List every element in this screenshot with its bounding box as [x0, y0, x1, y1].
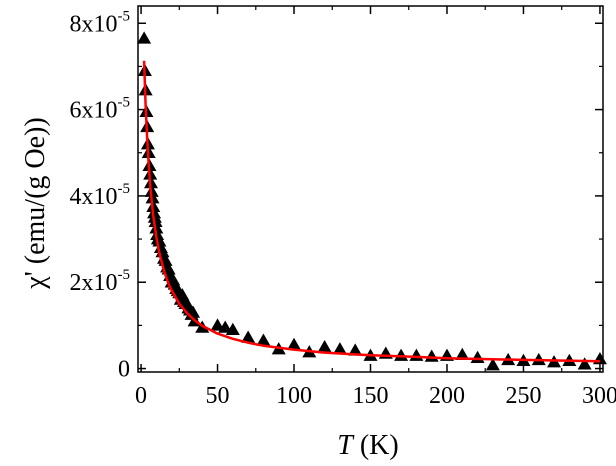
- data-point: [455, 347, 470, 360]
- x-tick-label: 200: [429, 383, 465, 409]
- data-point: [241, 330, 256, 343]
- y-axis-title: χ' (emu/(g Oe)): [20, 117, 51, 289]
- x-tick-label: 300: [582, 383, 616, 409]
- data-point: [577, 357, 592, 370]
- data-point: [175, 288, 190, 301]
- x-axis-title: T (K): [337, 430, 398, 461]
- y-tick-label: 4x10-5: [70, 181, 131, 210]
- data-point: [256, 333, 271, 346]
- x-tick-label: 150: [353, 383, 389, 409]
- x-axis-ticks: 0 50 100 150 200 250 300: [135, 6, 616, 409]
- fit-line: [142, 60, 600, 363]
- x-axis-title-var: T: [337, 430, 355, 461]
- data-point: [592, 352, 607, 365]
- x-tick-label: 100: [276, 383, 312, 409]
- data-point: [225, 322, 240, 335]
- data-point: [210, 318, 225, 331]
- data-point: [485, 358, 500, 371]
- x-axis-title-unit: (K): [353, 430, 399, 461]
- x-tick-label: 250: [505, 383, 541, 409]
- data-point: [152, 234, 167, 247]
- fit-line-group: [142, 60, 600, 363]
- data-point: [287, 337, 302, 351]
- data-point: [332, 342, 347, 355]
- x-tick-label: 50: [206, 383, 230, 409]
- data-point: [149, 221, 164, 234]
- data-point: [394, 348, 409, 361]
- data-point: [317, 339, 332, 353]
- plot-frame: [137, 5, 604, 373]
- data-point: [218, 320, 233, 333]
- data-point: [424, 349, 439, 362]
- plot-border: [137, 5, 604, 373]
- y-tick-label: 6x10-5: [70, 95, 131, 124]
- y-tick-label: 0: [118, 357, 130, 383]
- x-tick-label: 0: [135, 383, 147, 409]
- data-point: [470, 350, 485, 364]
- data-point: [409, 348, 424, 361]
- y-tick-label: 8x10-5: [70, 8, 131, 37]
- y-tick-label: 2x10-5: [70, 267, 131, 296]
- data-markers: [137, 31, 607, 371]
- data-point: [148, 214, 163, 228]
- y-axis-ticks: 0 2x10-5 4x10-5 6x10-5 8x10-5: [70, 8, 603, 383]
- data-point: [137, 31, 152, 44]
- data-point: [348, 343, 363, 356]
